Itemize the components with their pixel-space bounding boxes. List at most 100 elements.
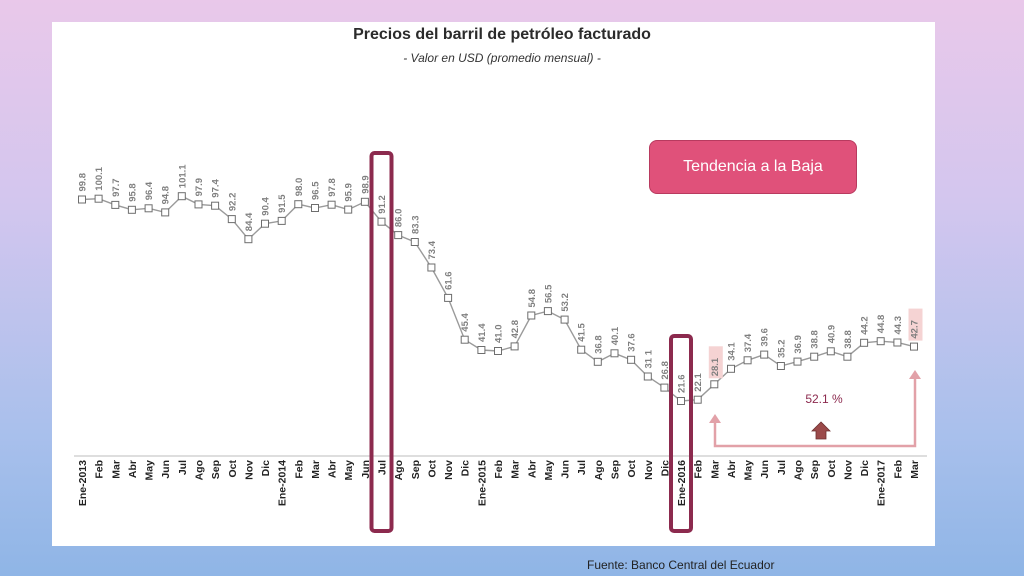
x-tick-label: Abr bbox=[127, 460, 139, 478]
data-label: 98.9 bbox=[360, 175, 371, 194]
data-point bbox=[643, 372, 652, 381]
data-point bbox=[543, 307, 552, 316]
data-point bbox=[776, 362, 785, 370]
data-point bbox=[277, 216, 286, 225]
data-point bbox=[627, 355, 636, 364]
data-label: 94.8 bbox=[161, 186, 172, 205]
data-point bbox=[494, 347, 502, 355]
data-label: 101.1 bbox=[177, 164, 188, 188]
data-point bbox=[410, 238, 419, 246]
data-point bbox=[893, 338, 902, 347]
data-label: 53.2 bbox=[560, 293, 571, 312]
x-axis-ticks: Ene-2013 Feb Mar Abr May Jun Jul Ago Sep Oct Nov Di… bbox=[77, 460, 921, 507]
chart-subtitle: - Valor en USD (promedio mensual) - bbox=[403, 51, 601, 65]
x-tick-label: Abr bbox=[327, 460, 339, 478]
data-point bbox=[860, 338, 869, 347]
data-point bbox=[460, 335, 469, 344]
data-point bbox=[743, 356, 752, 365]
bracket-arrowhead-left bbox=[709, 414, 721, 423]
data-point bbox=[660, 383, 669, 392]
x-tick-label: Mar bbox=[510, 460, 522, 479]
x-tick-label: Jun bbox=[759, 460, 771, 479]
price-series: 99.8 100.1 97.7 95.8 96.4 94.8 101.1 97.9 97.4 92… bbox=[78, 164, 923, 405]
data-label: 26.8 bbox=[660, 361, 671, 380]
x-tick-label: May bbox=[743, 460, 755, 481]
data-label: 41.5 bbox=[577, 322, 588, 341]
x-tick-label: Oct bbox=[826, 460, 838, 478]
data-point bbox=[560, 315, 569, 324]
data-label: 56.5 bbox=[543, 284, 554, 303]
x-tick-label: Ago bbox=[793, 460, 805, 480]
x-tick-label: Mar bbox=[110, 460, 122, 479]
x-tick-label: Dic bbox=[859, 460, 871, 477]
x-tick-label: Nov bbox=[643, 460, 655, 480]
x-tick-label: Sep bbox=[610, 460, 622, 479]
data-point bbox=[760, 350, 769, 359]
x-tick-label: Ago bbox=[393, 460, 405, 480]
data-point bbox=[527, 311, 536, 320]
data-label: 95.9 bbox=[344, 183, 355, 202]
data-label: 54.8 bbox=[527, 289, 538, 308]
x-tick-label: Ene-2013 bbox=[77, 460, 89, 506]
data-point bbox=[94, 194, 103, 203]
x-tick-label: Abr bbox=[726, 460, 738, 478]
data-label: 84.4 bbox=[244, 212, 255, 231]
x-tick-label: Sep bbox=[809, 460, 821, 479]
highlight-box bbox=[369, 151, 394, 533]
data-label: 35.2 bbox=[776, 340, 787, 359]
data-label: 40.9 bbox=[826, 325, 837, 344]
x-tick-label: Mar bbox=[909, 460, 921, 479]
data-label: 38.8 bbox=[843, 330, 854, 349]
data-point bbox=[577, 345, 586, 354]
data-point bbox=[610, 349, 619, 358]
bracket-line bbox=[713, 376, 917, 448]
chart-title: Precios del barril de petróleo facturado bbox=[353, 26, 651, 43]
data-point bbox=[677, 397, 685, 405]
data-label: 41.0 bbox=[494, 325, 505, 344]
data-label: 83.3 bbox=[410, 216, 421, 235]
x-tick-label: Oct bbox=[426, 460, 438, 478]
data-label: 91.2 bbox=[377, 195, 388, 214]
x-tick-label: Jul bbox=[576, 460, 588, 475]
x-tick-label: Dic bbox=[659, 460, 671, 477]
data-point bbox=[810, 352, 819, 361]
x-tick-label: Dic bbox=[460, 460, 472, 477]
data-label: 97.9 bbox=[194, 178, 205, 197]
data-label: 22.1 bbox=[693, 372, 704, 391]
data-label: 37.4 bbox=[743, 333, 754, 352]
data-point bbox=[78, 195, 86, 204]
highlight-boxes bbox=[369, 151, 693, 533]
x-tick-label: Dic bbox=[260, 460, 272, 477]
data-label: 40.1 bbox=[610, 326, 621, 345]
data-label: 38.8 bbox=[810, 330, 821, 349]
highlight-box bbox=[669, 334, 693, 533]
data-label: 73.4 bbox=[427, 240, 438, 259]
line-chart: Precios del barril de petróleo facturado… bbox=[74, 26, 927, 533]
x-tick-label: Jul bbox=[177, 460, 189, 475]
x-tick-label: Jul bbox=[776, 460, 788, 475]
data-point bbox=[727, 364, 735, 373]
source-note: Fuente: Banco Central del Ecuador bbox=[587, 558, 775, 572]
data-label: 97.7 bbox=[111, 178, 122, 197]
x-tick-label: Feb bbox=[293, 460, 305, 479]
annotations: 52.1 % bbox=[709, 370, 921, 448]
data-label: 44.8 bbox=[876, 315, 887, 334]
data-point bbox=[227, 215, 236, 224]
data-point bbox=[710, 380, 719, 389]
data-point bbox=[444, 293, 453, 302]
data-point bbox=[261, 219, 269, 228]
x-tick-label: May bbox=[144, 460, 156, 481]
data-point bbox=[593, 357, 602, 366]
data-point bbox=[826, 347, 835, 356]
x-tick-label: Abr bbox=[526, 460, 538, 478]
x-tick-label: Nov bbox=[842, 460, 854, 480]
decline-percentage: 52.1 % bbox=[805, 392, 843, 406]
data-point bbox=[294, 200, 303, 209]
data-label: 37.6 bbox=[627, 333, 638, 352]
data-point bbox=[344, 205, 353, 214]
data-point bbox=[793, 357, 802, 366]
label-highlight bbox=[908, 308, 923, 341]
data-point bbox=[161, 208, 170, 217]
data-label: 90.4 bbox=[261, 196, 272, 215]
data-label: 45.4 bbox=[460, 312, 471, 331]
